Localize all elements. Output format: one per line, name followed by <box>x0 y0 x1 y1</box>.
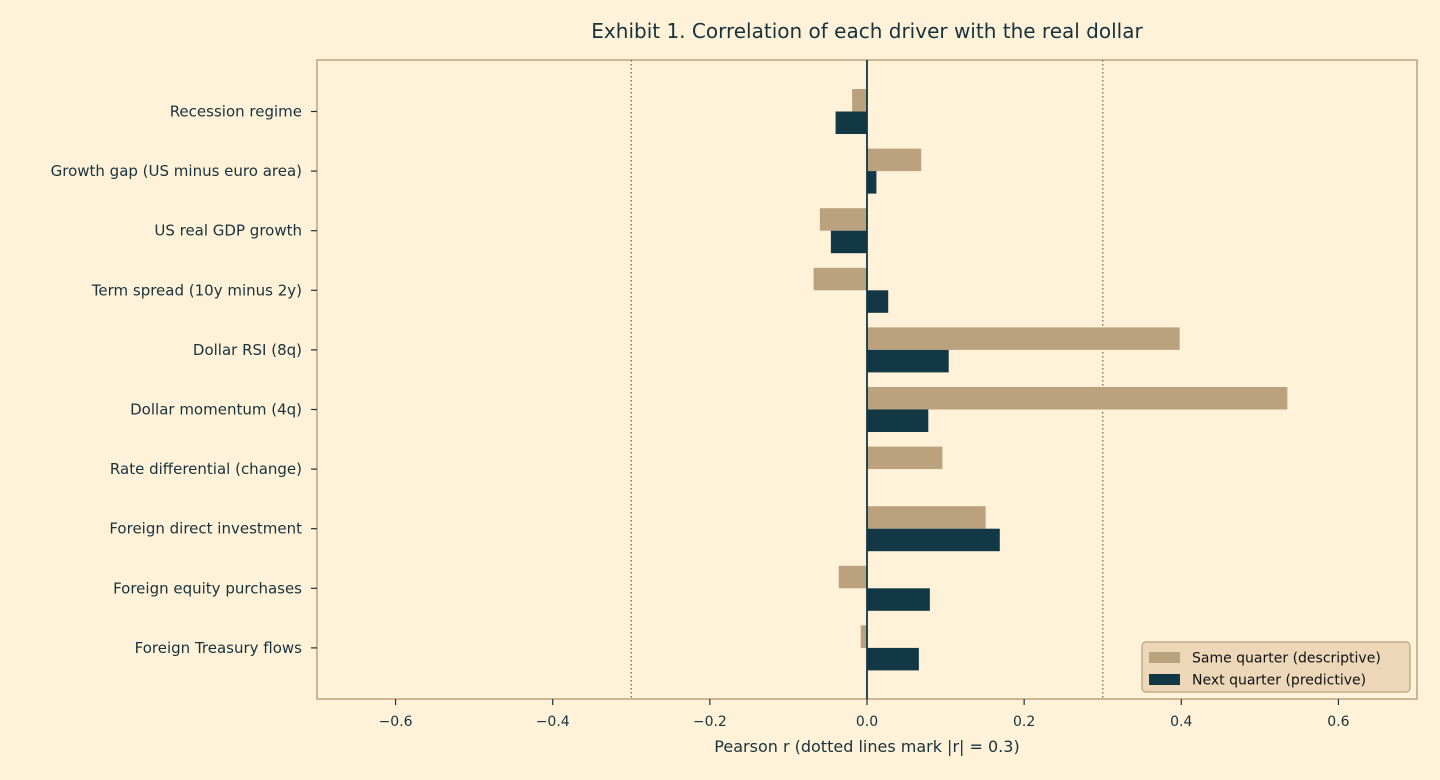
x-tick-label: 0.0 <box>856 714 878 730</box>
legend-box <box>1141 641 1411 693</box>
x-tick-label: 0.2 <box>1013 714 1035 730</box>
bar-next-quarter <box>867 171 877 194</box>
legend-label-same-quarter: Same quarter (descriptive) <box>1192 651 1381 667</box>
x-tick-label: −0.2 <box>693 714 727 730</box>
y-tick-label: Rate differential (change) <box>110 460 302 478</box>
bar-same-quarter <box>867 148 922 172</box>
plot-area: Recession regime Growth gap (US minus eur… <box>51 59 1418 730</box>
bar-same-quarter <box>867 327 1180 350</box>
bar-same-quarter <box>867 446 943 470</box>
bar-next-quarter <box>830 230 867 254</box>
bar-same-quarter <box>838 565 867 589</box>
bar-next-quarter <box>835 111 867 134</box>
y-tick-label: Dollar momentum (4q) <box>130 401 302 419</box>
bar-same-quarter <box>852 89 867 112</box>
bar-next-quarter <box>867 588 930 611</box>
y-tick-label: Dollar RSI (8q) <box>193 341 302 359</box>
y-tick-label: Foreign direct investment <box>109 520 302 538</box>
legend: Same quarter (descriptive) Next quarter (… <box>1141 641 1411 693</box>
x-tick-label: 0.6 <box>1327 714 1349 730</box>
bar-same-quarter <box>867 506 986 529</box>
legend-label-next-quarter: Next quarter (predictive) <box>1192 673 1366 689</box>
bar-next-quarter <box>867 647 919 671</box>
bar-same-quarter <box>813 267 867 291</box>
bar-next-quarter <box>867 409 929 432</box>
bar-same-quarter <box>819 208 867 231</box>
x-tick-label: 0.4 <box>1170 714 1192 730</box>
legend-swatch-next-quarter <box>1149 674 1180 685</box>
y-tick-label: Foreign Treasury flows <box>135 639 303 657</box>
y-tick-label: US real GDP growth <box>154 222 302 240</box>
bar-same-quarter <box>860 625 867 648</box>
legend-swatch-same-quarter <box>1149 652 1180 663</box>
bar-next-quarter <box>867 528 1000 552</box>
bar-same-quarter <box>867 387 1288 410</box>
bar-next-quarter <box>867 290 889 313</box>
y-tick-label: Term spread (10y minus 2y) <box>91 281 302 299</box>
y-tick-label: Growth gap (US minus euro area) <box>51 162 302 180</box>
bar-next-quarter <box>867 349 949 373</box>
y-tick-label: Foreign equity purchases <box>113 579 302 597</box>
x-tick-label: −0.6 <box>379 714 413 730</box>
x-tick-label: −0.4 <box>536 714 570 730</box>
y-tick-label: Recession regime <box>170 103 302 121</box>
chart-title: Exhibit 1. Correlation of each driver wi… <box>591 19 1143 43</box>
x-axis-label: Pearson r (dotted lines mark |r| = 0.3) <box>714 737 1019 756</box>
